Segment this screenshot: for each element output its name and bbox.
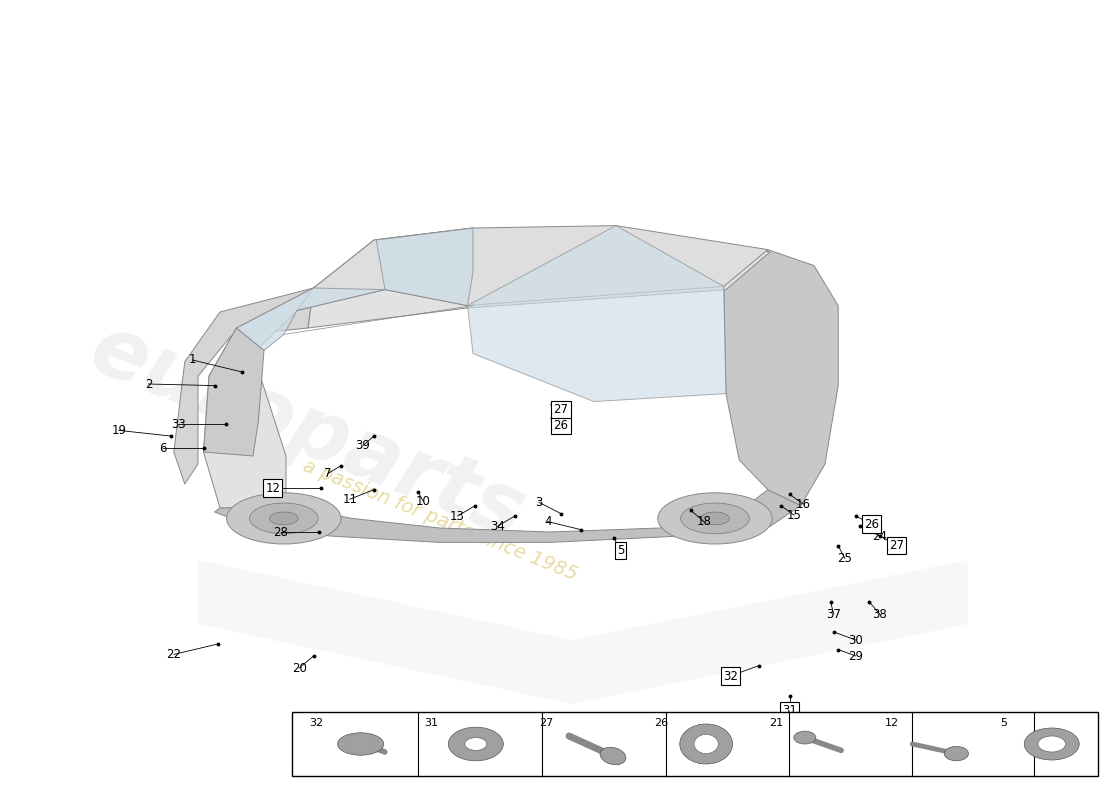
Ellipse shape [694,734,718,754]
Bar [292,712,1098,776]
Text: 31: 31 [782,704,797,717]
Text: 32: 32 [309,718,323,728]
Text: 34: 34 [490,520,505,533]
Text: 28: 28 [273,526,288,538]
Polygon shape [724,250,838,506]
Text: 16: 16 [795,498,811,510]
Ellipse shape [794,731,816,744]
Text: 32: 32 [723,670,738,682]
Text: 13: 13 [450,510,465,522]
Text: 22: 22 [166,648,182,661]
Text: 31: 31 [424,718,438,728]
Ellipse shape [465,738,487,750]
Ellipse shape [601,747,626,765]
Text: 30: 30 [848,634,864,646]
Polygon shape [174,288,314,484]
Ellipse shape [944,746,968,761]
Text: a passion for parts since 1985: a passion for parts since 1985 [300,456,580,584]
Text: 7: 7 [324,467,331,480]
Text: 18: 18 [696,515,712,528]
Polygon shape [236,288,385,350]
Text: 10: 10 [416,495,431,508]
Ellipse shape [681,503,749,534]
Text: 26: 26 [553,419,569,432]
Text: 27: 27 [539,718,553,728]
Polygon shape [297,226,768,310]
Text: 3: 3 [536,496,542,509]
Text: 6: 6 [160,442,166,454]
Ellipse shape [701,512,729,525]
Text: 14: 14 [500,738,516,750]
Polygon shape [204,228,473,508]
Ellipse shape [1024,728,1079,760]
Text: 20: 20 [292,662,307,674]
Text: 11: 11 [342,493,358,506]
Polygon shape [468,226,726,402]
Ellipse shape [338,733,384,755]
Text: 12: 12 [265,482,280,494]
Text: 15: 15 [786,509,802,522]
Text: 27: 27 [553,403,569,416]
Text: 26: 26 [654,718,669,728]
Ellipse shape [227,493,341,544]
Text: europarts: europarts [79,308,537,556]
Polygon shape [376,228,473,306]
Text: 5: 5 [617,544,624,557]
Polygon shape [308,228,770,328]
Text: 2: 2 [145,378,152,390]
Text: 27: 27 [889,539,904,552]
Polygon shape [198,560,968,704]
Text: 21: 21 [770,718,783,728]
Text: 12: 12 [884,718,899,728]
Text: 19: 19 [111,424,126,437]
Ellipse shape [270,512,298,525]
Polygon shape [204,328,264,456]
Ellipse shape [250,503,318,534]
Ellipse shape [680,724,733,764]
Ellipse shape [658,493,772,544]
Text: 1: 1 [189,354,196,366]
Text: 4: 4 [544,515,551,528]
Ellipse shape [449,727,504,761]
Text: 33: 33 [170,418,186,430]
Text: 26: 26 [864,518,879,530]
Polygon shape [214,490,801,542]
Text: 24: 24 [872,530,888,542]
Text: 13: 13 [610,752,626,765]
Ellipse shape [1038,736,1066,752]
Text: 39: 39 [355,439,371,452]
Text: 5: 5 [1000,718,1006,728]
Text: 38: 38 [872,608,888,621]
Text: 25: 25 [837,552,852,565]
Text: 29: 29 [848,650,864,662]
Text: 37: 37 [826,608,842,621]
